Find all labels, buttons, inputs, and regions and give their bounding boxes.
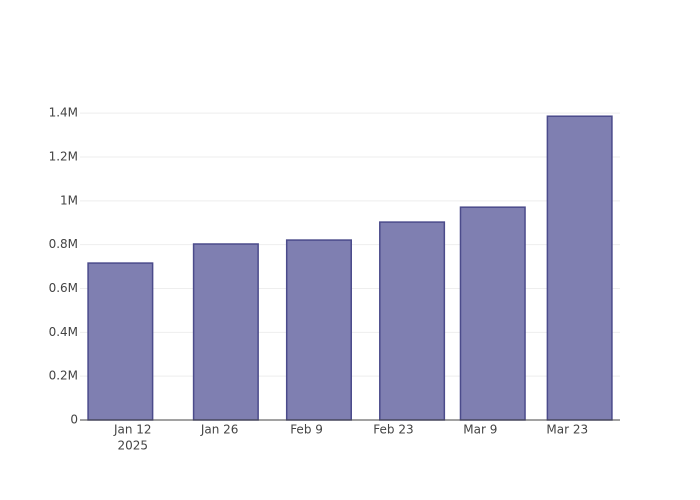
y-tick-label: 0.6M xyxy=(49,281,78,295)
y-tick-label: 1.2M xyxy=(49,149,78,163)
bar xyxy=(379,221,446,421)
y-tick-label: 1M xyxy=(60,193,78,207)
bar xyxy=(285,239,352,421)
x-tick-label: Jan 12 xyxy=(113,423,152,437)
bar xyxy=(87,262,154,421)
x-tick-sublabel: 2025 xyxy=(117,439,148,453)
y-tick-label: 0.2M xyxy=(49,369,78,383)
y-tick-label: 0.8M xyxy=(49,237,78,251)
x-tick-label: Mar 23 xyxy=(546,423,588,437)
x-tick-label: Feb 23 xyxy=(373,423,413,437)
y-tick-label: 0 xyxy=(70,413,78,427)
x-tick-label: Mar 9 xyxy=(463,423,497,437)
bar xyxy=(546,115,613,421)
x-tick-label: Feb 9 xyxy=(290,423,323,437)
x-tick-label: Jan 26 xyxy=(200,423,239,437)
y-tick-label: 0.4M xyxy=(49,325,78,339)
bar xyxy=(459,206,526,421)
bar xyxy=(192,243,259,421)
y-tick-label: 1.4M xyxy=(49,106,78,120)
